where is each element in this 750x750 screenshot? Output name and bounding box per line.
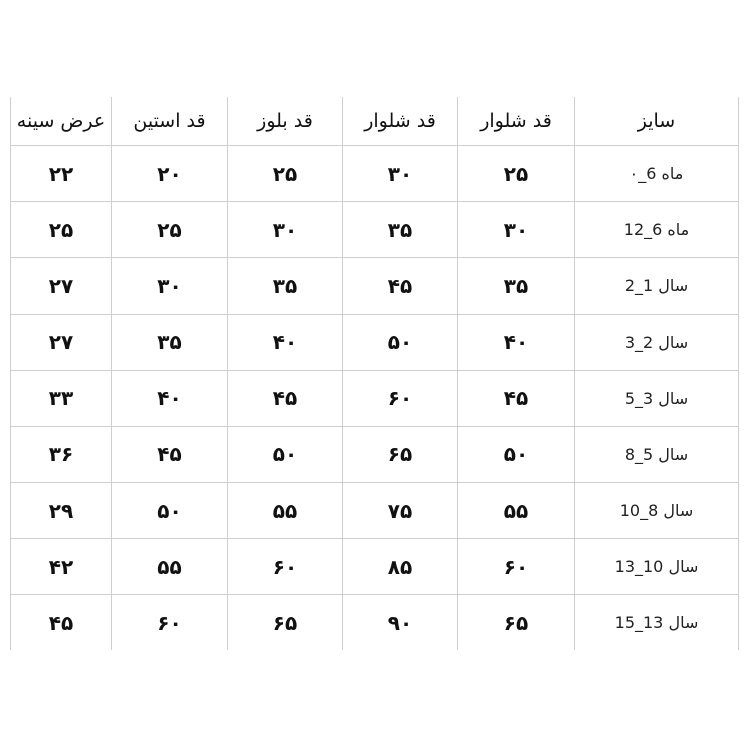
column-header: قد شلوار [457, 97, 575, 146]
measurement-cell: ۷۵ [342, 482, 458, 540]
measurement-cell: ۲۷ [10, 313, 112, 371]
size-cell: سال 1_2 [574, 257, 739, 315]
measurement-cell: ۵۰ [457, 425, 575, 484]
measurement-cell: ۴۵ [111, 425, 228, 484]
measurement-cell: ۵۰ [111, 482, 228, 540]
size-cell: سال 2_3 [574, 313, 739, 371]
measurement-cell: ۶۰ [111, 594, 228, 650]
header-row: سایز قد شلوار قد شلوار قد بلوز قد استین عرض س… [10, 97, 739, 146]
measurement-cell: ۶۵ [342, 425, 458, 484]
measurement-cell: ۲۹ [10, 482, 112, 540]
measurement-cell: ۴۰ [111, 369, 228, 427]
measurement-cell: ۴۵ [10, 594, 112, 650]
measurement-cell: ۳۵ [342, 201, 458, 259]
measurement-cell: ۳۰ [111, 257, 228, 315]
measurement-cell: ۳۰ [342, 144, 458, 203]
size-cell: سال 5_8 [574, 425, 739, 484]
measurement-cell: ۲۰ [111, 144, 228, 203]
measurement-cell: ۲۷ [10, 257, 112, 315]
measurement-cell: ۴۵ [227, 369, 343, 427]
table-row: سال 1_2 ۳۵ ۴۵ ۳۵ ۳۰ ۲۷ [10, 257, 739, 315]
measurement-cell: ۲۵ [10, 201, 112, 259]
measurement-cell: ۴۵ [457, 369, 575, 427]
measurement-cell: ۴۲ [10, 538, 112, 596]
size-cell: سال 13_15 [574, 594, 739, 650]
measurement-cell: ۵۵ [227, 482, 343, 540]
measurement-cell: ۶۵ [457, 594, 575, 650]
column-header: قد استین [111, 97, 228, 146]
measurement-cell: ۳۵ [111, 313, 228, 371]
size-cell: ماه 6_12 [574, 201, 739, 259]
measurement-cell: ۹۰ [342, 594, 458, 650]
measurement-cell: ۵۰ [227, 425, 343, 484]
table-row: ماه 6_۰ ۲۵ ۳۰ ۲۵ ۲۰ ۲۲ [10, 144, 739, 203]
size-cell: سال 10_13 [574, 538, 739, 596]
size-cell: سال 8_10 [574, 482, 739, 540]
column-header: قد بلوز [227, 97, 343, 146]
measurement-cell: ۲۵ [111, 201, 228, 259]
size-cell: ماه 6_۰ [574, 144, 739, 203]
measurement-cell: ۲۵ [457, 144, 575, 203]
column-header: عرض سینه [10, 97, 112, 146]
measurement-cell: ۳۳ [10, 369, 112, 427]
table-row: سال 13_15 ۶۵ ۹۰ ۶۵ ۶۰ ۴۵ [10, 594, 739, 650]
column-header: قد شلوار [342, 97, 458, 146]
measurement-cell: ۳۰ [227, 201, 343, 259]
measurement-cell: ۴۰ [227, 313, 343, 371]
measurement-cell: ۲۲ [10, 144, 112, 203]
size-chart-table: سایز قد شلوار قد شلوار قد بلوز قد استین عرض س… [10, 97, 739, 650]
measurement-cell: ۸۵ [342, 538, 458, 596]
table-row: سال 2_3 ۴۰ ۵۰ ۴۰ ۳۵ ۲۷ [10, 313, 739, 371]
table-row: سال 8_10 ۵۵ ۷۵ ۵۵ ۵۰ ۲۹ [10, 482, 739, 540]
table-row: سال 10_13 ۶۰ ۸۵ ۶۰ ۵۵ ۴۲ [10, 538, 739, 596]
measurement-cell: ۳۵ [227, 257, 343, 315]
measurement-cell: ۲۵ [227, 144, 343, 203]
column-header: سایز [574, 97, 739, 146]
measurement-cell: ۴۰ [457, 313, 575, 371]
measurement-cell: ۵۵ [111, 538, 228, 596]
measurement-cell: ۵۵ [457, 482, 575, 540]
measurement-cell: ۴۵ [342, 257, 458, 315]
table-row: سال 5_8 ۵۰ ۶۵ ۵۰ ۴۵ ۳۶ [10, 425, 739, 484]
measurement-cell: ۶۰ [227, 538, 343, 596]
measurement-cell: ۶۵ [227, 594, 343, 650]
measurement-cell: ۳۶ [10, 425, 112, 484]
measurement-cell: ۶۰ [342, 369, 458, 427]
table-row: ماه 6_12 ۳۰ ۳۵ ۳۰ ۲۵ ۲۵ [10, 201, 739, 259]
measurement-cell: ۳۰ [457, 201, 575, 259]
measurement-cell: ۶۰ [457, 538, 575, 596]
measurement-cell: ۵۰ [342, 313, 458, 371]
size-cell: سال 3_5 [574, 369, 739, 427]
table-row: سال 3_5 ۴۵ ۶۰ ۴۵ ۴۰ ۳۳ [10, 369, 739, 427]
measurement-cell: ۳۵ [457, 257, 575, 315]
